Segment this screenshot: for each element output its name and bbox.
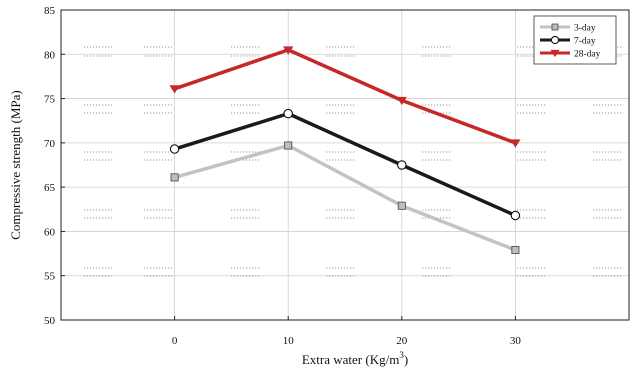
x-axis-ticks: 0 10 20 30 [172, 316, 522, 347]
data-point-7-day [169, 144, 180, 154]
x-axis-title: Extra water (Kg/m3) [302, 350, 408, 367]
legend-item-28-day: 28-day [540, 50, 601, 60]
y-tick-label: 65 [44, 182, 56, 194]
y-tick-label: 85 [44, 5, 56, 17]
data-point-7-day [397, 160, 407, 170]
plot-area-frame [60, 9, 630, 321]
data-point-28-day [169, 85, 180, 94]
x-tick-label: 20 [396, 335, 408, 347]
series-3-day [170, 141, 520, 255]
legend-swatch-marker [551, 23, 559, 31]
y-axis-title: Compressive strength (MPa) [8, 90, 23, 239]
y-axis-ticks: 50 55 60 65 70 75 80 85 [44, 5, 65, 327]
background-dot-pattern [84, 46, 623, 277]
series-line-28-day [174, 48, 517, 145]
legend-item-3-day: 3-day [540, 24, 596, 34]
y-tick-label: 80 [44, 49, 56, 61]
y-tick-label: 75 [44, 94, 56, 106]
legend-label: 7-day [574, 37, 596, 47]
data-point-28-day [396, 96, 407, 106]
y-tick-label: 55 [44, 271, 56, 283]
legend-item-7-day: 7-day [540, 35, 596, 47]
data-point-3-day [511, 246, 520, 255]
x-tick-label: 10 [283, 335, 295, 347]
data-point-28-day [283, 46, 294, 55]
series-line-7-day [174, 111, 517, 218]
series-layer [169, 46, 521, 255]
x-axis-title-superscript: 3 [399, 350, 404, 360]
y-tick-label: 70 [44, 138, 56, 150]
data-point-3-day [397, 201, 406, 210]
data-point-7-day [283, 108, 293, 119]
x-tick-label: 30 [510, 335, 522, 347]
x-axis-title-suffix: ) [404, 352, 408, 367]
data-point-3-day [284, 141, 293, 150]
legend: 3-day 7-day 28-day [533, 15, 617, 65]
x-tick-label: 0 [172, 335, 178, 347]
series-28-day [169, 46, 521, 148]
y-tick-label: 50 [44, 315, 56, 327]
legend-swatch-marker [550, 49, 560, 58]
legend-label: 3-day [574, 24, 596, 34]
y-tick-label: 60 [44, 226, 56, 238]
series-7-day [169, 108, 521, 221]
x-axis-title-main: Extra water (Kg/m [302, 352, 399, 367]
legend-swatch-marker [550, 35, 560, 45]
data-point-3-day [170, 173, 179, 182]
grid [61, 10, 629, 320]
legend-label: 28-day [574, 50, 601, 60]
series-line-3-day [174, 143, 517, 252]
data-point-28-day [510, 139, 521, 148]
data-point-7-day [510, 210, 521, 221]
